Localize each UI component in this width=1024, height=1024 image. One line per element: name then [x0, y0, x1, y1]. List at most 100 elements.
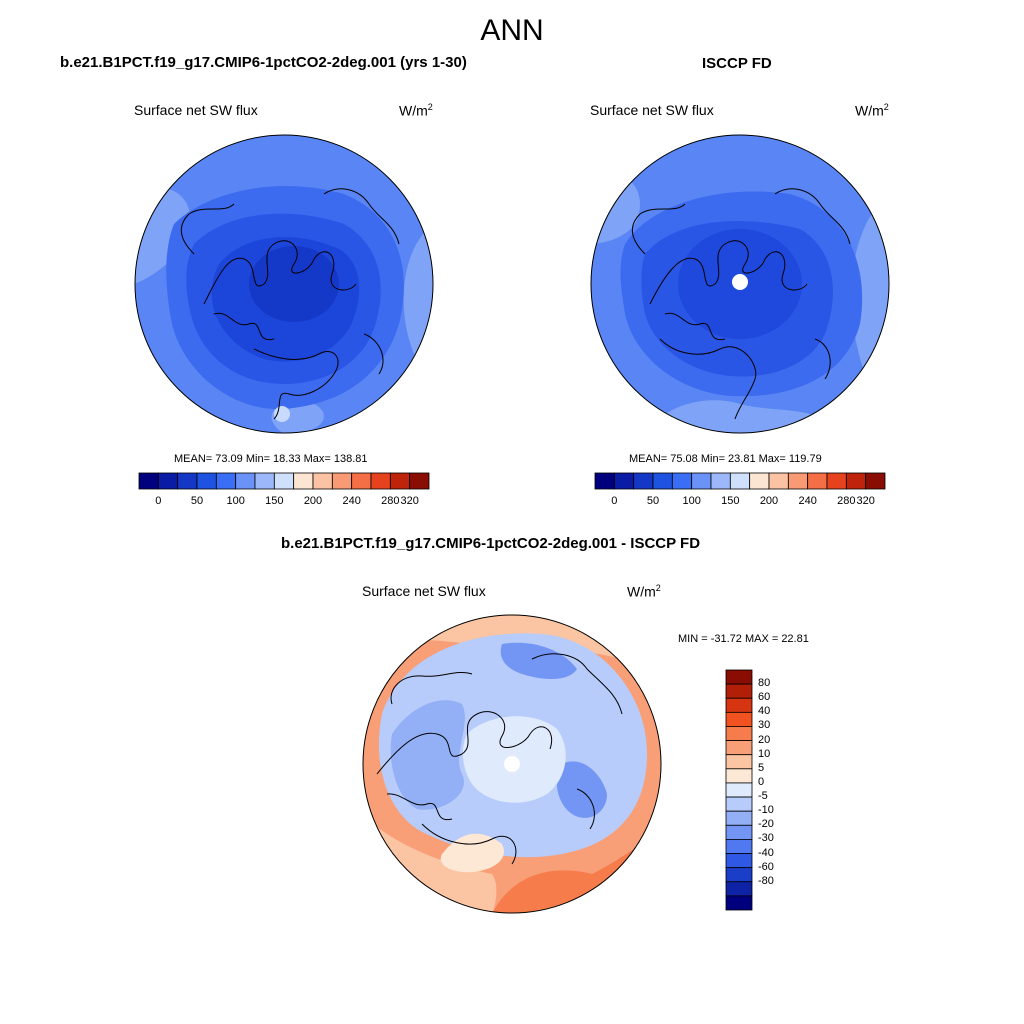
colorbar-tick-label: -30	[758, 832, 774, 845]
colorbar-box	[215, 472, 237, 490]
colorbar-tick-label: 200	[759, 495, 779, 507]
colorbar-box	[389, 472, 411, 490]
colorbar-diff	[725, 669, 753, 911]
colorbar-box	[725, 669, 753, 685]
colorbar-box	[196, 472, 217, 490]
colorbar-tick-label: 280	[381, 495, 400, 507]
colorbar-box	[725, 853, 753, 869]
colorbar-box	[254, 472, 275, 490]
colorbar-tick-label: 320	[856, 495, 875, 507]
colorbar-tick-label: 0	[611, 495, 618, 507]
colorbar-model	[138, 472, 430, 490]
colorbar-tick-label: -40	[758, 846, 774, 859]
polar-map-diff	[362, 614, 662, 914]
missing-data-pole	[732, 274, 748, 290]
colorbar-box	[273, 472, 295, 490]
colorbar-tick-label: 100	[226, 495, 245, 507]
colorbar-box	[729, 472, 751, 490]
polar-map-model	[134, 134, 434, 434]
stats-model: MEAN= 73.09 Min= 18.33 Max= 138.81	[174, 453, 368, 465]
colorbar-tick-label: -5	[758, 790, 768, 803]
colorbar-tick-label: 100	[682, 495, 701, 507]
colorbar-box	[725, 824, 753, 840]
colorbar-box	[787, 472, 809, 490]
field-region-pos	[440, 833, 504, 873]
colorbar-box	[235, 472, 256, 490]
colorbar-box	[725, 796, 753, 812]
colorbar-tick-label: 10	[758, 747, 771, 760]
colorbar-box	[613, 472, 635, 490]
colorbar-tick-label: 5	[758, 761, 765, 774]
colorbar-tick-label: -60	[758, 860, 774, 873]
colorbar-box	[710, 472, 731, 490]
colorbar-box	[725, 726, 753, 741]
colorbar-box	[293, 472, 314, 490]
colorbar-tick-label: -10	[758, 804, 774, 817]
colorbar-tick-label: -20	[758, 818, 774, 831]
field-point-max	[274, 406, 290, 422]
colorbar-box	[725, 895, 753, 911]
colorbar-box	[652, 472, 673, 490]
stats-obs: MEAN= 75.08 Min= 23.81 Max= 119.79	[629, 453, 822, 465]
field-region-neg	[556, 761, 607, 818]
variable-label-obs: Surface net SW flux	[590, 102, 714, 118]
panel-title-obs: ISCCP FD	[702, 55, 772, 72]
units-label-diff: W/m2	[627, 583, 661, 600]
colorbar-box	[725, 697, 753, 713]
colorbar-box	[845, 472, 867, 490]
missing-data-pole	[504, 756, 520, 772]
coastlines	[180, 188, 400, 420]
colorbar-tick-label: 240	[342, 495, 361, 507]
colorbar-tick-label: 240	[798, 495, 817, 507]
stats-diff: MIN = -31.72 MAX = 22.81	[678, 633, 809, 645]
colorbar-tick-label: 0	[758, 775, 765, 788]
colorbar-tick-label: 30	[758, 719, 771, 732]
colorbar-box	[807, 472, 828, 490]
colorbar-box	[594, 472, 615, 490]
colorbar-box	[749, 472, 770, 490]
colorbar-box	[312, 472, 333, 490]
colorbar-box	[691, 472, 712, 490]
colorbar-box	[370, 472, 391, 490]
colorbar-box	[331, 472, 353, 490]
colorbar-box	[725, 782, 753, 798]
polar-map-obs	[590, 134, 890, 434]
colorbar-box	[351, 472, 372, 490]
field-region-neg	[500, 642, 577, 679]
colorbar-box	[725, 711, 753, 727]
colorbar-box	[725, 768, 753, 784]
colorbar-tick-label: 80	[758, 677, 771, 690]
colorbar-tick-label: 200	[303, 495, 323, 507]
colorbar-tick-label: 20	[758, 733, 771, 746]
units-label-model: W/m2	[399, 102, 433, 119]
colorbar-tick-label: 280	[837, 495, 856, 507]
colorbar-tick-label: 50	[646, 495, 660, 507]
panel-title-diff: b.e21.B1PCT.f19_g17.CMIP6-1pctCO2-2deg.0…	[281, 535, 701, 552]
colorbar-box	[138, 472, 159, 490]
colorbar-box	[157, 472, 179, 490]
colorbar-box	[826, 472, 847, 490]
variable-label-diff: Surface net SW flux	[362, 583, 486, 599]
colorbar-box	[633, 472, 654, 490]
panel-title-model: b.e21.B1PCT.f19_g17.CMIP6-1pctCO2-2deg.0…	[60, 54, 467, 71]
colorbar-box	[177, 472, 198, 490]
colorbar-tick-label: 150	[721, 495, 740, 507]
colorbar-tick-label: 40	[758, 705, 771, 718]
colorbar-box	[725, 867, 753, 883]
colorbar-box	[865, 472, 886, 490]
field-region-pole	[249, 246, 339, 322]
colorbar-tick-label: 320	[400, 495, 419, 507]
colorbar-box	[409, 472, 430, 490]
colorbar-box	[725, 881, 753, 897]
field-region-neg	[390, 700, 465, 810]
colorbar-box	[725, 839, 753, 854]
colorbar-box	[671, 472, 693, 490]
colorbar-box	[768, 472, 789, 490]
coastlines	[376, 653, 623, 865]
colorbar-obs	[594, 472, 886, 490]
colorbar-box	[725, 683, 753, 699]
coastlines	[631, 188, 851, 420]
colorbar-tick-label: -80	[758, 874, 774, 887]
colorbar-tick-label: 150	[265, 495, 284, 507]
colorbar-box	[725, 810, 753, 826]
